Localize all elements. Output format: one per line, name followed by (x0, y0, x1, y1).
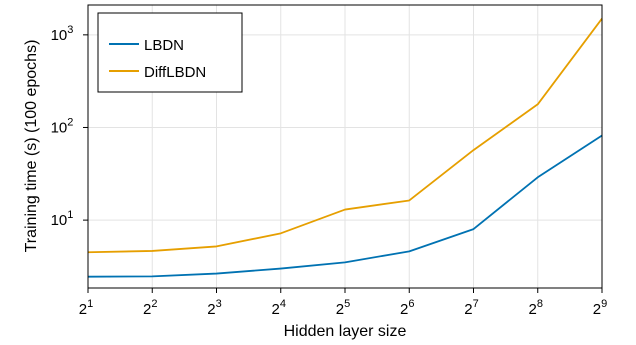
x-axis-label: Hidden layer size (284, 323, 407, 340)
x-tick-label: 29 (593, 298, 607, 318)
x-tick-label: 28 (529, 298, 543, 318)
x-tick-label: 21 (79, 298, 93, 318)
x-axis-ticks: 21 22 23 24 25 26 27 28 29 (79, 288, 607, 318)
x-tick-label: 23 (207, 298, 221, 318)
y-tick-label: 103 (51, 24, 74, 44)
plot-area (87, 17, 603, 278)
y-tick-label: 102 (51, 116, 74, 136)
x-tick-label: 26 (400, 298, 414, 318)
x-tick-label: 22 (143, 298, 157, 318)
y-tick-label: 101 (51, 209, 74, 229)
legend-label-lbdn: LBDN (144, 37, 184, 54)
y-axis-ticks: 101 102 103 (51, 24, 88, 229)
x-tick-label: 25 (336, 298, 350, 318)
series-line-difflbdn (87, 17, 603, 254)
series-line-lbdn (87, 134, 603, 278)
x-tick-label: 24 (272, 298, 286, 318)
y-axis-label: Training time (s) (100 epochs) (23, 40, 40, 253)
legend: LBDN DiffLBDN (97, 12, 243, 93)
legend-box (97, 12, 243, 93)
x-tick-label: 27 (464, 298, 478, 318)
legend-label-difflbdn: DiffLBDN (144, 64, 206, 81)
